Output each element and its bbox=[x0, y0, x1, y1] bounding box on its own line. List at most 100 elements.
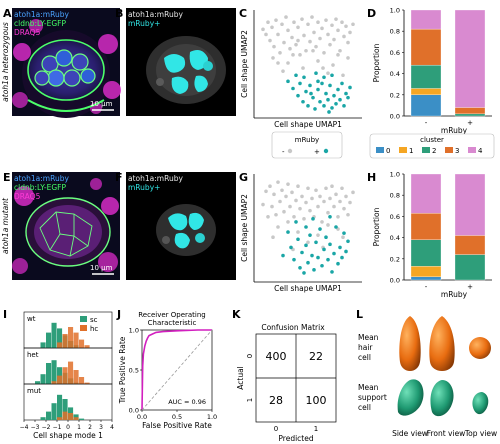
d-bar-segment-cluster-4 bbox=[454, 9, 486, 108]
c-point-neg bbox=[344, 24, 348, 29]
g-point-pos bbox=[318, 227, 322, 231]
i-bar-hc bbox=[62, 334, 68, 348]
c-point-neg bbox=[296, 38, 300, 43]
c-point-pos bbox=[311, 95, 315, 100]
panel-a-letter: A bbox=[3, 7, 12, 20]
c-point-neg bbox=[276, 61, 280, 65]
j-xtick-label: 1.0 bbox=[207, 413, 217, 421]
c-point-neg bbox=[326, 32, 330, 37]
support-label-2: support bbox=[358, 393, 387, 402]
i-bar-sc bbox=[40, 342, 46, 348]
c-point-pos bbox=[330, 106, 334, 110]
k-cell-value: 400 bbox=[266, 350, 287, 363]
c-point-pos bbox=[330, 73, 334, 78]
c-point-pos bbox=[309, 91, 313, 96]
c-point-neg bbox=[298, 53, 302, 57]
i-bar-sc bbox=[40, 417, 46, 420]
h-ytick-label: 0.6 bbox=[390, 213, 400, 221]
g-point-neg bbox=[336, 215, 340, 219]
c-point-neg bbox=[264, 32, 268, 37]
panel-f-letter: F bbox=[115, 171, 123, 184]
i-bar-sc bbox=[35, 381, 41, 384]
h-ytick-label: 0.2 bbox=[390, 255, 400, 263]
h-xtick-label: + bbox=[467, 283, 473, 291]
g-point-pos bbox=[296, 237, 300, 242]
c-point-neg bbox=[322, 51, 326, 55]
i-bar-hc bbox=[51, 381, 57, 384]
g-point-neg bbox=[332, 204, 336, 209]
i-bar-hc bbox=[73, 370, 79, 384]
j-annotation: AUC = 0.96 bbox=[168, 398, 206, 406]
panel-l-letter: L bbox=[356, 308, 363, 321]
c-point-neg bbox=[268, 38, 272, 43]
g-point-pos bbox=[344, 249, 348, 254]
hair-label-2: hair bbox=[358, 343, 373, 352]
support-label-1: Mean bbox=[358, 383, 379, 392]
panel-c-letter: C bbox=[239, 7, 247, 20]
h-bar-segment-cluster-2 bbox=[454, 254, 486, 281]
hair-top-shape bbox=[469, 337, 491, 359]
g-point-neg bbox=[351, 190, 355, 195]
panel-j-letter: J bbox=[116, 308, 121, 321]
histogram-i: wt het mut −4 −3 −2 −1 0 1 2 3 4 Cell shape mode 1 sc… bbox=[20, 311, 114, 440]
c-point-neg bbox=[342, 34, 346, 39]
g-point-pos bbox=[328, 215, 332, 219]
side-label-e: atoh1a mutant bbox=[1, 197, 10, 254]
cluster-legend: cluster 0 1 2 3 4 bbox=[369, 133, 495, 159]
c-point-neg bbox=[282, 40, 286, 45]
d-ytick-label: 1.0 bbox=[390, 7, 400, 15]
g-point-neg bbox=[330, 184, 334, 188]
c-point-neg bbox=[272, 44, 276, 49]
j-ytick-label: 0.5 bbox=[129, 367, 139, 375]
j-line-roc bbox=[141, 329, 212, 411]
i-bar-hc bbox=[68, 413, 74, 420]
hair-label-3: cell bbox=[358, 353, 371, 362]
g-point-neg bbox=[268, 184, 272, 188]
g-point-neg bbox=[286, 182, 290, 186]
g-point-pos bbox=[286, 230, 290, 234]
mruby-legend-title: mRuby bbox=[295, 136, 319, 144]
micrograph-b-content bbox=[146, 36, 226, 104]
c-point-pos bbox=[336, 87, 340, 92]
c-point-neg bbox=[346, 40, 350, 45]
panel-b-legend-1: mRuby+ bbox=[128, 19, 160, 28]
stacked-bar-h: 0.0 0.2 0.4 0.6 0.8 1.0 - +mRuby Proportion bbox=[372, 171, 492, 299]
support-side-shape bbox=[397, 379, 424, 416]
g-point-pos bbox=[314, 240, 318, 245]
c-point-neg bbox=[294, 42, 298, 47]
d-bar-segment-cluster-1 bbox=[410, 88, 442, 95]
j-ytick-label: 1.0 bbox=[129, 327, 139, 335]
g-point-neg bbox=[271, 235, 275, 239]
panel-a: A atoh1a:mRuby cldnb:LY-EGFP DRAQ5 10 µm… bbox=[1, 7, 121, 118]
panel-b-letter: B bbox=[115, 7, 123, 20]
d-ytick-label: 0.0 bbox=[390, 113, 400, 121]
i-legend-entry-hc: hc bbox=[90, 325, 98, 333]
h-xtick-label: - bbox=[425, 283, 428, 291]
hair-side-shape bbox=[399, 316, 421, 371]
c-point-pos bbox=[340, 81, 344, 86]
g-point-neg bbox=[300, 194, 304, 199]
g-point-neg bbox=[346, 212, 350, 217]
c-point-neg bbox=[348, 30, 352, 35]
panel-e-legend-2: DRAQ5 bbox=[14, 192, 41, 201]
c-point-neg bbox=[300, 17, 304, 21]
c-point-pos bbox=[313, 107, 317, 111]
c-point-pos bbox=[338, 97, 342, 102]
c-point-neg bbox=[318, 36, 322, 41]
c-point-neg bbox=[326, 71, 330, 75]
d-xlabel: mRuby bbox=[441, 126, 468, 135]
panel-h: H 0.0 0.2 0.4 0.6 0.8 1.0 - +mRuby Proportion bbox=[367, 171, 492, 299]
c-point-neg bbox=[266, 20, 270, 25]
g-point-neg bbox=[272, 192, 276, 197]
micrograph-e-content bbox=[12, 178, 119, 274]
c-point-pos bbox=[342, 104, 346, 108]
d-ylabel: Proportion bbox=[372, 43, 381, 82]
g-point-pos bbox=[326, 257, 330, 262]
g-point-neg bbox=[316, 204, 320, 209]
panel-e: E atoh1a:mRuby cldnb:LY-EGFP DRAQ5 10 µm… bbox=[1, 171, 120, 280]
c-point-neg bbox=[308, 39, 312, 44]
j-xlabel: False Positive Rate bbox=[142, 421, 212, 430]
g-point-pos bbox=[328, 242, 332, 247]
g-point-neg bbox=[294, 198, 298, 203]
c-point-neg bbox=[291, 53, 295, 57]
